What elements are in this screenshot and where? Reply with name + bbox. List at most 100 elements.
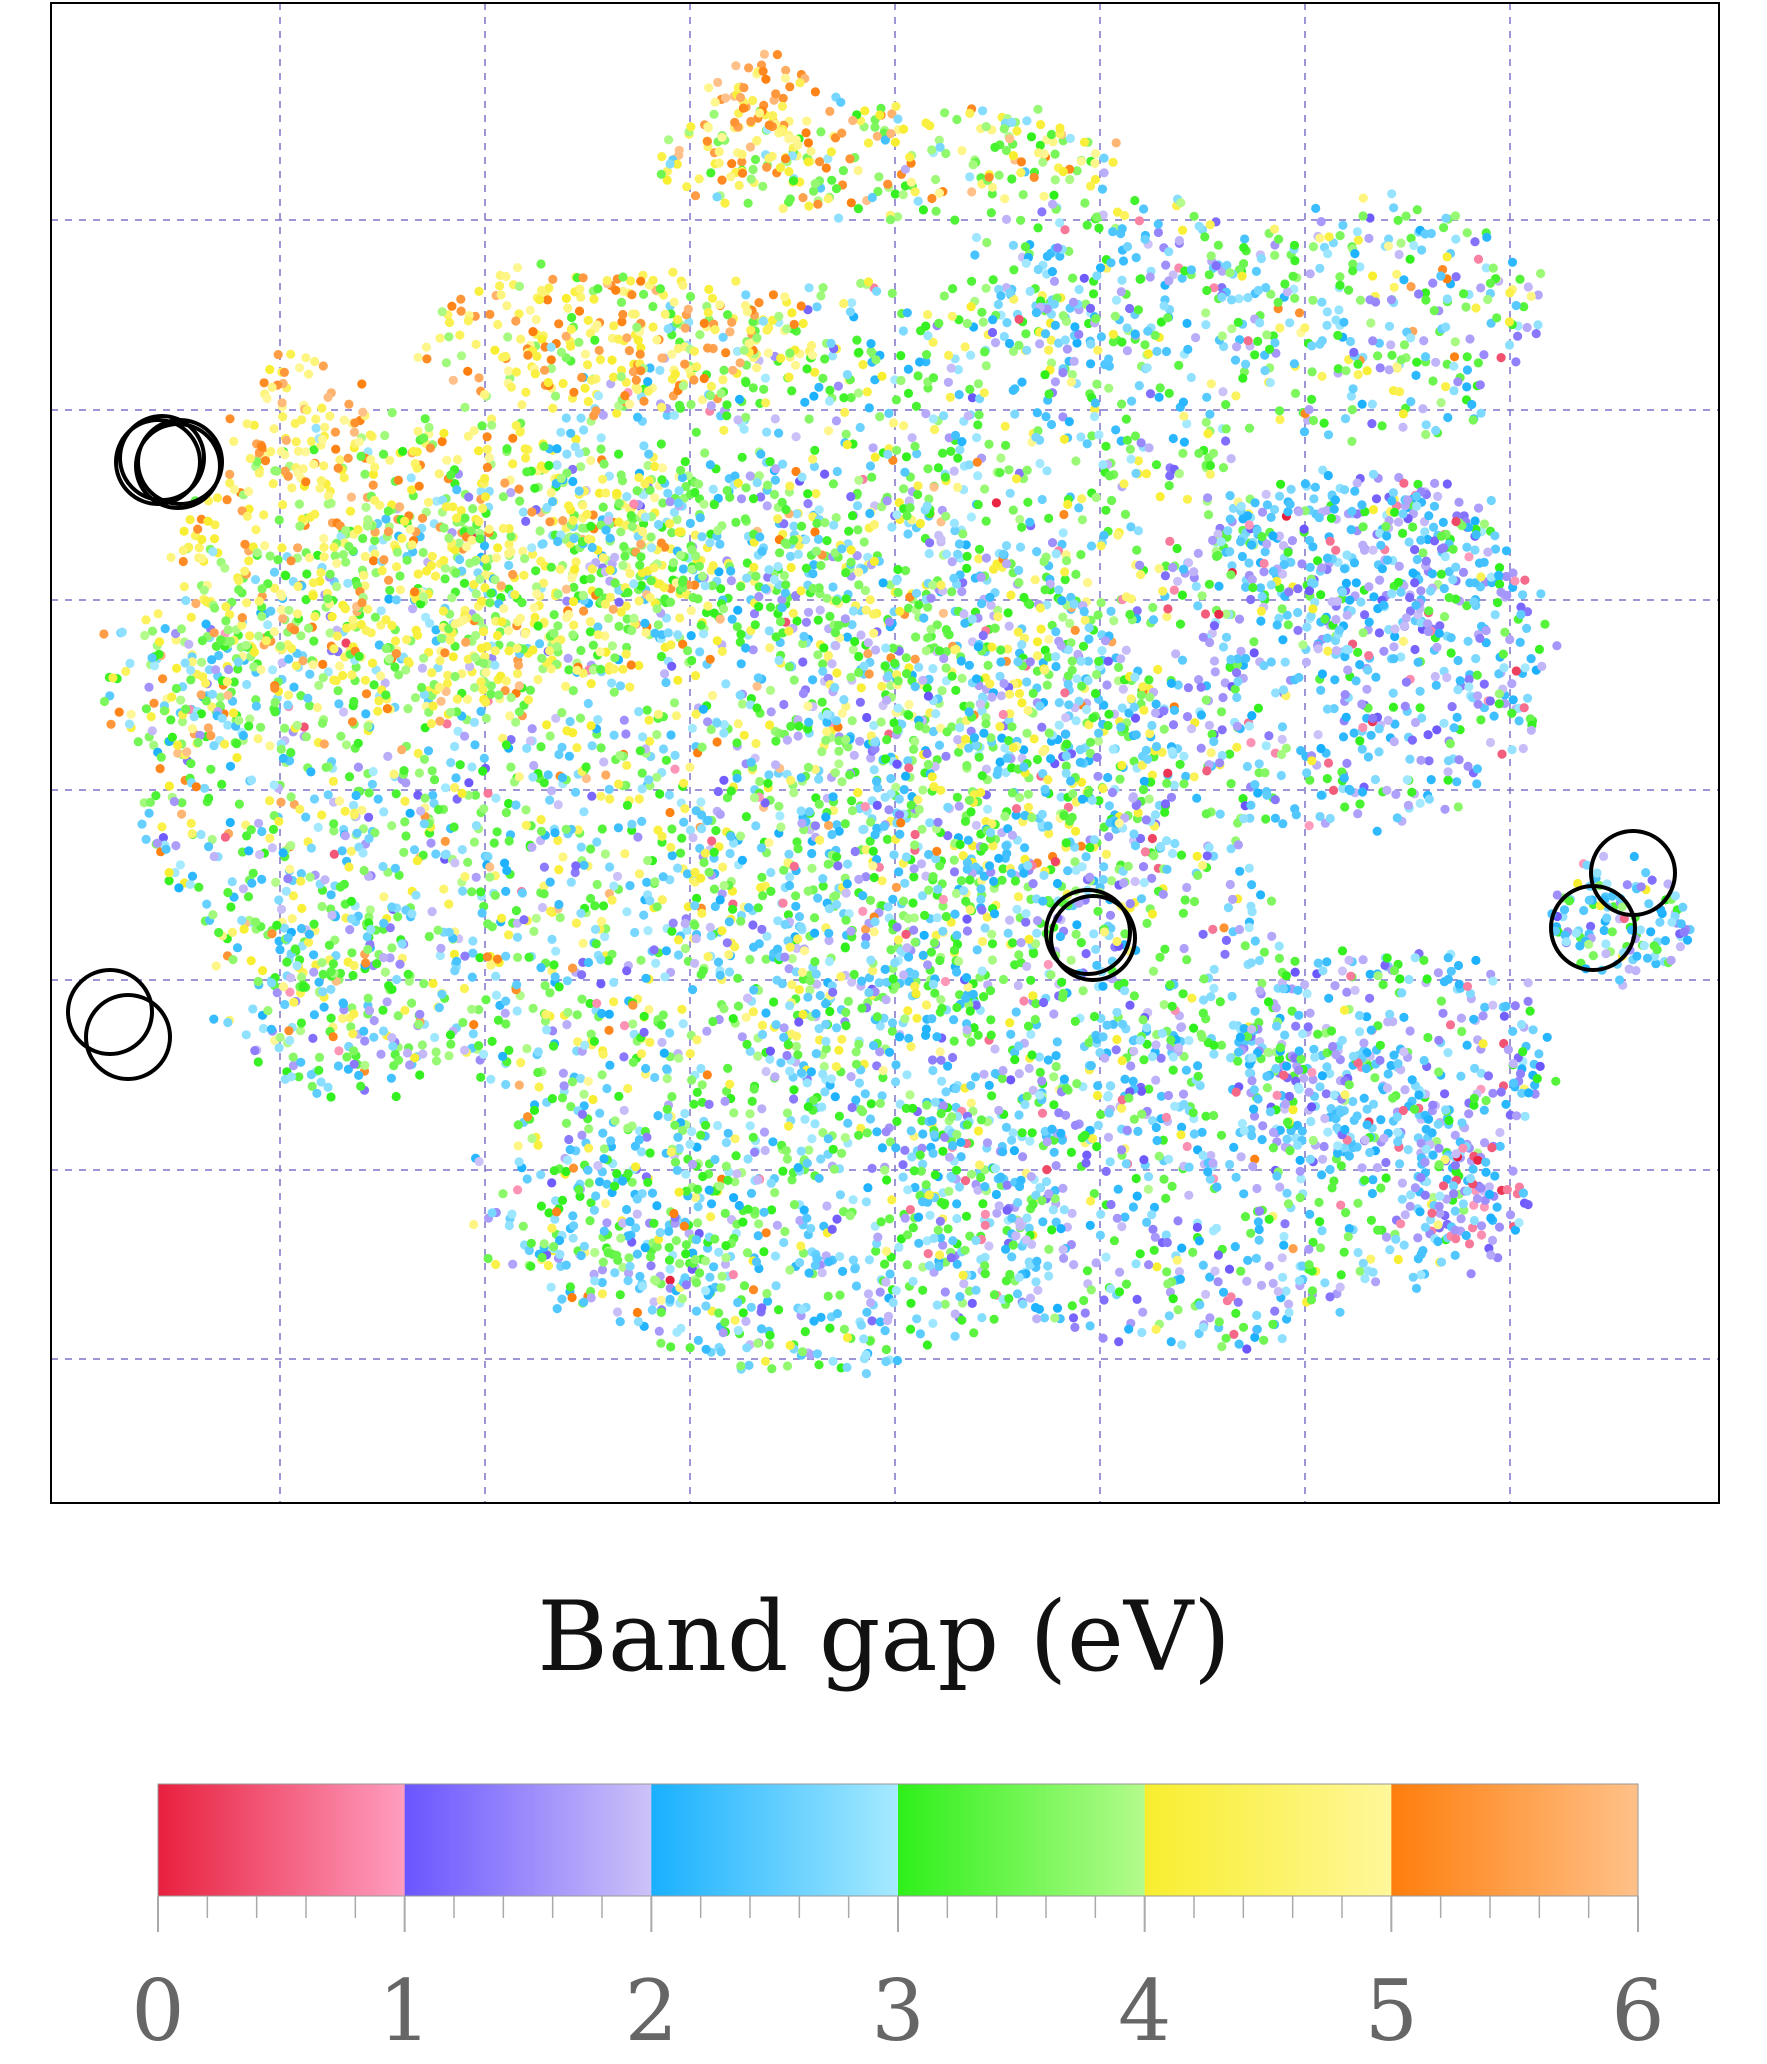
data-point <box>1111 425 1121 435</box>
data-point <box>354 437 364 447</box>
data-point <box>848 606 859 616</box>
data-point <box>1247 880 1257 890</box>
data-point <box>383 527 394 537</box>
data-point <box>270 707 280 717</box>
data-point <box>813 893 823 903</box>
data-point <box>634 596 644 606</box>
data-point <box>209 534 220 544</box>
data-point <box>628 1000 638 1010</box>
data-point <box>898 326 909 336</box>
data-point <box>1173 576 1183 586</box>
data-point <box>983 660 993 671</box>
data-point <box>928 979 939 990</box>
data-point <box>381 643 391 654</box>
data-point <box>447 593 457 603</box>
data-point <box>626 660 636 670</box>
data-point <box>811 489 821 499</box>
data-point <box>1106 606 1116 616</box>
data-point <box>892 445 902 455</box>
data-point <box>650 461 660 472</box>
data-point <box>479 658 489 668</box>
data-point <box>1072 1079 1082 1089</box>
data-point <box>252 548 262 558</box>
data-point <box>185 879 195 890</box>
data-point <box>1101 505 1111 515</box>
data-point <box>331 951 341 961</box>
data-point <box>1089 929 1099 939</box>
data-point <box>359 570 369 581</box>
data-point <box>285 864 295 874</box>
data-point <box>863 552 873 562</box>
data-point <box>665 807 675 818</box>
data-point <box>446 707 456 717</box>
data-point <box>549 960 559 970</box>
data-point <box>936 785 946 795</box>
data-point <box>739 424 749 434</box>
data-point <box>434 469 444 479</box>
data-point <box>984 439 994 449</box>
data-point <box>281 571 291 581</box>
data-point <box>1060 688 1070 698</box>
data-point <box>329 675 339 685</box>
data-point <box>533 1067 543 1078</box>
data-point <box>370 612 380 622</box>
data-point <box>387 408 397 418</box>
data-point <box>175 860 185 870</box>
data-point <box>607 641 618 651</box>
data-point <box>469 717 479 728</box>
data-point <box>619 1052 629 1062</box>
data-point <box>419 754 430 764</box>
data-point <box>685 762 695 772</box>
data-point <box>789 788 799 798</box>
data-point <box>551 946 561 956</box>
data-point <box>886 680 896 691</box>
data-point <box>819 643 829 653</box>
data-point <box>240 566 250 576</box>
data-point <box>661 755 672 765</box>
data-point <box>1042 680 1052 690</box>
data-point <box>688 833 698 843</box>
data-point <box>524 952 534 962</box>
data-point <box>913 371 923 381</box>
data-point <box>952 1002 962 1013</box>
data-point <box>312 702 323 713</box>
data-point <box>977 771 987 781</box>
data-point <box>780 588 791 598</box>
data-point <box>457 845 467 855</box>
data-point <box>966 302 976 312</box>
data-point <box>1141 815 1151 825</box>
data-point <box>1019 592 1029 603</box>
data-point <box>349 810 359 820</box>
data-point <box>1012 904 1022 915</box>
data-point <box>922 350 932 360</box>
data-point <box>680 804 690 814</box>
data-point <box>1115 774 1125 784</box>
data-point <box>1117 760 1127 771</box>
data-point <box>400 516 410 526</box>
data-point <box>417 682 427 693</box>
data-point <box>652 730 662 740</box>
data-point <box>1077 494 1087 504</box>
data-point <box>668 558 679 568</box>
data-point <box>1017 522 1027 532</box>
data-point <box>480 473 490 484</box>
data-point <box>947 671 957 681</box>
data-point <box>840 407 850 417</box>
data-point <box>362 521 372 531</box>
data-point <box>757 872 767 882</box>
data-point <box>449 822 459 832</box>
data-point <box>683 646 693 656</box>
data-point <box>718 862 728 872</box>
data-point <box>725 848 735 859</box>
data-point <box>479 753 489 763</box>
data-point <box>1043 1055 1053 1065</box>
data-point <box>500 1008 510 1018</box>
data-point <box>927 1014 937 1024</box>
data-point <box>727 614 737 624</box>
data-point <box>775 616 786 627</box>
data-point <box>857 1003 867 1013</box>
data-point <box>459 578 470 588</box>
data-point <box>965 384 975 394</box>
data-point <box>962 1025 972 1035</box>
data-point <box>981 516 991 526</box>
